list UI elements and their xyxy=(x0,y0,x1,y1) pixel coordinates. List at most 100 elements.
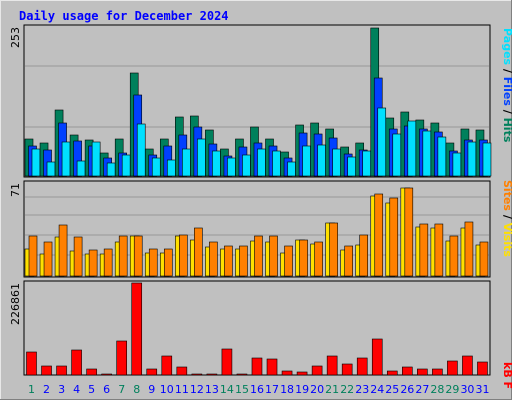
legend-visits-sites: Sites / Visits xyxy=(501,180,512,257)
bar-pages-day-25 xyxy=(392,133,402,177)
x-tick-label-day-25: 25 xyxy=(385,383,399,396)
bar-pages-day-27 xyxy=(422,130,432,177)
bar-kbytes-day-25 xyxy=(386,370,398,376)
bar-pages-day-13 xyxy=(212,150,221,177)
bar-kbytes-day-10 xyxy=(161,355,173,376)
bar-visits-day-2 xyxy=(43,241,53,277)
bar-pages-day-4 xyxy=(76,160,86,177)
bar-pages-day-1 xyxy=(31,148,41,177)
bar-pages-day-20 xyxy=(317,144,326,177)
x-tick-label-day-1: 1 xyxy=(28,383,35,396)
panel-visits-sites-max-label: 71 xyxy=(9,183,22,197)
legend-separator: / xyxy=(501,69,512,74)
x-tick-label-day-22: 22 xyxy=(340,383,354,396)
bar-pages-day-18 xyxy=(287,161,296,177)
x-tick-label-day-7: 7 xyxy=(118,383,125,396)
bar-pages-day-11 xyxy=(182,148,191,177)
bar-pages-day-7 xyxy=(121,154,131,177)
bar-pages-day-17 xyxy=(272,150,281,177)
x-tick-label-day-8: 8 xyxy=(133,383,140,396)
bar-pages-day-24 xyxy=(377,107,387,177)
x-tick-label-day-2: 2 xyxy=(43,383,50,396)
bar-kbytes-day-15 xyxy=(236,373,248,376)
legend-sites: Sites xyxy=(501,180,512,211)
bar-kbytes-day-5 xyxy=(86,368,97,376)
bar-kbytes-day-6 xyxy=(101,373,112,376)
bar-visits-day-15 xyxy=(239,245,248,277)
x-tick-label-day-28: 28 xyxy=(430,383,444,396)
bar-kbytes-day-19 xyxy=(296,371,308,376)
x-tick-label-day-12: 12 xyxy=(190,383,204,396)
bar-kbytes-day-4 xyxy=(71,349,82,376)
bar-kbytes-day-14 xyxy=(221,348,233,376)
bar-visits-day-5 xyxy=(88,249,98,277)
x-tick-label-day-20: 20 xyxy=(310,383,324,396)
x-tick-label-day-27: 27 xyxy=(415,383,429,396)
bar-visits-day-8 xyxy=(133,235,143,277)
x-tick-label-day-29: 29 xyxy=(445,383,459,396)
bar-visits-day-21 xyxy=(329,222,338,277)
x-tick-label-day-30: 30 xyxy=(460,383,474,396)
bar-visits-day-23 xyxy=(359,234,369,277)
bar-visits-day-16 xyxy=(254,235,263,277)
bar-kbytes-day-7 xyxy=(116,340,127,376)
bar-pages-day-30 xyxy=(467,141,477,177)
x-tick-label-day-21: 21 xyxy=(325,383,339,396)
bar-kbytes-day-28 xyxy=(432,368,443,376)
bar-visits-day-27 xyxy=(419,223,429,277)
bar-kbytes-day-1 xyxy=(26,351,37,376)
x-tick-label-day-17: 17 xyxy=(265,383,279,396)
legend-files: Files xyxy=(501,77,512,107)
bar-visits-day-20 xyxy=(314,241,323,277)
x-tick-label-day-26: 26 xyxy=(400,383,414,396)
bar-kbytes-day-27 xyxy=(417,368,428,376)
bar-kbytes-day-8 xyxy=(131,282,143,376)
bar-visits-day-26 xyxy=(404,187,414,277)
bar-pages-day-10 xyxy=(166,159,176,177)
x-tick-label-day-16: 16 xyxy=(250,383,264,396)
bar-visits-day-10 xyxy=(163,248,173,277)
x-tick-label-day-6: 6 xyxy=(103,383,110,396)
legend-kbytes: kB F xyxy=(501,362,512,389)
bar-visits-day-3 xyxy=(58,224,68,277)
bar-pages-day-29 xyxy=(452,152,462,177)
x-tick-label-day-15: 15 xyxy=(235,383,249,396)
bar-pages-day-12 xyxy=(197,138,206,177)
bar-pages-day-28 xyxy=(437,136,447,177)
legend-visits: Visits xyxy=(501,223,512,258)
panel-hits-files-pages-frame xyxy=(23,24,491,178)
bar-visits-day-24 xyxy=(374,193,384,277)
bar-kbytes-day-21 xyxy=(326,355,338,376)
chart-title: Daily usage for December 2024 xyxy=(19,9,229,23)
bar-visits-day-19 xyxy=(299,239,308,277)
bar-pages-day-6 xyxy=(106,162,116,177)
bar-pages-day-14 xyxy=(227,157,236,177)
bar-kbytes-day-16 xyxy=(251,357,263,376)
bar-kbytes-day-20 xyxy=(311,365,323,376)
bar-pages-day-22 xyxy=(347,156,356,177)
bar-pages-day-26 xyxy=(407,120,417,177)
bar-kbytes-day-2 xyxy=(41,365,52,376)
x-tick-label-day-13: 13 xyxy=(205,383,219,396)
x-tick-label-day-31: 31 xyxy=(475,383,489,396)
bar-kbytes-day-13 xyxy=(206,373,218,376)
panel-hits-files-pages-max-label: 253 xyxy=(9,27,22,48)
bar-visits-day-22 xyxy=(344,245,353,277)
bar-pages-day-31 xyxy=(482,142,492,177)
bar-visits-day-11 xyxy=(179,234,188,277)
legend-separator: / xyxy=(501,110,512,115)
bar-kbytes-day-26 xyxy=(402,366,413,376)
bar-kbytes-day-12 xyxy=(191,373,203,376)
bar-pages-day-2 xyxy=(46,161,56,177)
x-tick-label-day-19: 19 xyxy=(295,383,309,396)
x-tick-label-day-18: 18 xyxy=(280,383,294,396)
bar-kbytes-day-29 xyxy=(447,360,458,376)
bar-visits-day-12 xyxy=(194,227,203,277)
bar-pages-day-8 xyxy=(136,123,146,177)
bar-pages-day-21 xyxy=(332,148,341,177)
x-tick-label-day-10: 10 xyxy=(160,383,174,396)
bar-visits-day-4 xyxy=(73,236,83,277)
bar-visits-day-6 xyxy=(103,248,113,277)
